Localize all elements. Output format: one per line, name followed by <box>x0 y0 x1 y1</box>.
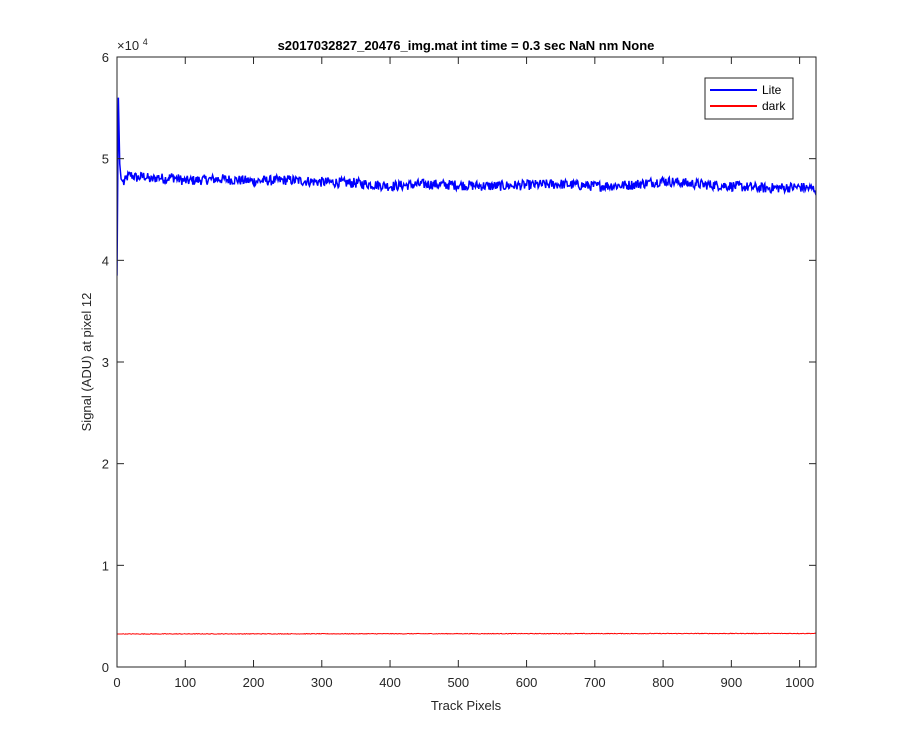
y-tick-label: 3 <box>102 355 109 370</box>
y-tick-label: 4 <box>102 253 109 268</box>
y-tick-label: 5 <box>102 152 109 167</box>
y-axis-ticks: 0 1 2 3 4 5 6 <box>102 50 816 675</box>
chart-title: s2017032827_20476_img.mat int time = 0.3… <box>278 38 655 53</box>
x-tick-label: 1000 <box>785 675 814 690</box>
x-tick-label: 0 <box>113 675 120 690</box>
x-tick-label: 600 <box>516 675 538 690</box>
legend-label-dark: dark <box>762 99 786 113</box>
y-tick-label: 0 <box>102 660 109 675</box>
x-tick-label: 100 <box>174 675 196 690</box>
series-line-lite <box>117 97 816 276</box>
series-line-dark <box>117 632 816 635</box>
x-tick-label: 800 <box>652 675 674 690</box>
plot-background <box>117 57 816 667</box>
x-tick-label: 900 <box>721 675 743 690</box>
x-tick-label: 200 <box>243 675 265 690</box>
y-tick-label: 1 <box>102 558 109 573</box>
series-layer <box>117 97 816 635</box>
y-exponent-base: ×10 <box>117 38 139 53</box>
x-tick-label: 500 <box>447 675 469 690</box>
y-axis-title: Signal (ADU) at pixel 12 <box>79 293 94 432</box>
y-tick-label: 6 <box>102 50 109 65</box>
plot-area <box>116 56 817 668</box>
x-axis-ticks: 0 100 200 300 400 500 600 700 800 900 1000 <box>113 57 814 690</box>
legend-label-lite: Lite <box>762 83 782 97</box>
x-tick-label: 300 <box>311 675 333 690</box>
y-axis-exponent: ×10 4 <box>117 37 148 53</box>
x-tick-label: 700 <box>584 675 606 690</box>
y-exponent-power: 4 <box>143 37 148 47</box>
x-tick-label: 400 <box>379 675 401 690</box>
legend-box <box>704 77 794 120</box>
y-tick-label: 2 <box>102 457 109 472</box>
legend: Lite dark <box>704 77 794 120</box>
x-axis-title: Track Pixels <box>431 698 502 713</box>
